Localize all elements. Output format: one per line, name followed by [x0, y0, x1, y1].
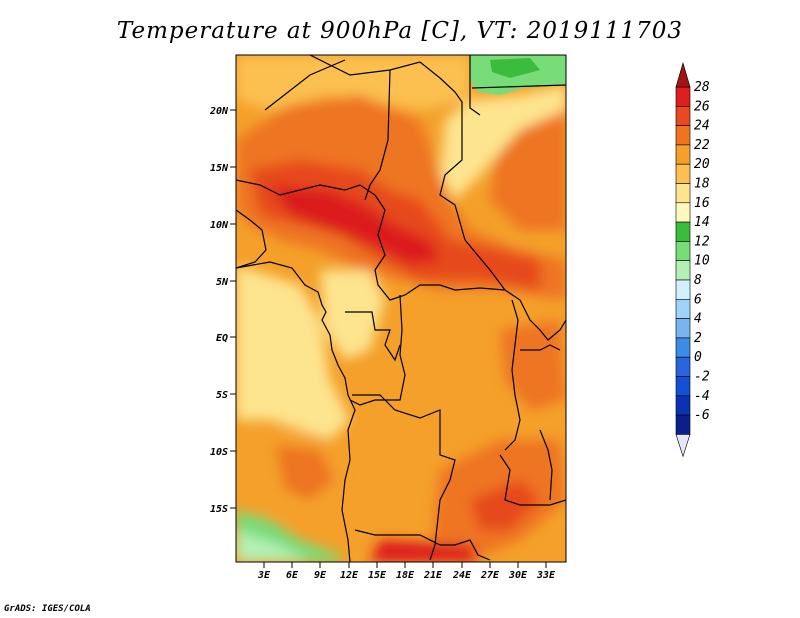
- lat-tick-label: 20N: [209, 106, 229, 117]
- colorbar-label: -6: [694, 408, 710, 423]
- colorbar-label: 26: [694, 99, 710, 114]
- lon-tick-label: 30E: [508, 570, 528, 581]
- lon-tick-label: 24E: [452, 570, 472, 581]
- colorbar-swatch: [675, 144, 691, 165]
- lat-tick-label: 5N: [216, 277, 229, 288]
- colorbar-swatch: [675, 125, 691, 146]
- lon-tick-label: 6E: [286, 570, 299, 581]
- lon-tick-label: 3E: [257, 570, 271, 581]
- boundaries: [236, 55, 566, 562]
- colorbar-swatch: [675, 298, 691, 319]
- lat-tick-label: EQ: [216, 333, 228, 344]
- colorbar-label: 0: [694, 350, 702, 365]
- colorbar-label: 14: [694, 215, 710, 230]
- colorbar-label: -2: [694, 370, 710, 385]
- colorbar-min-arrow: [675, 434, 691, 458]
- colorbar-label: 24: [694, 119, 710, 134]
- colorbar-swatch: [675, 356, 691, 377]
- colorbar-label: 18: [694, 177, 710, 192]
- colorbar-label: 22: [694, 138, 710, 153]
- colorbar-swatch: [675, 86, 691, 107]
- grads-credit: GrADS: IGES/COLA: [4, 604, 91, 614]
- longitude-axis: 3E 6E 9E 12E 15E 18E 21E 24E 27E 30E 33E: [257, 562, 556, 581]
- colorbar-label: 4: [694, 312, 702, 327]
- colorbar-label: 6: [694, 292, 702, 307]
- colorbar-label: 8: [694, 273, 702, 288]
- lon-tick-label: 9E: [314, 570, 327, 581]
- colorbar-swatch: [675, 395, 691, 416]
- temperature-field: [236, 55, 566, 562]
- latitude-axis: 20N 15N 10N 5N EQ 5S 10S 15S: [209, 106, 236, 515]
- colorbar-max-arrow: [675, 61, 691, 88]
- colorbar-label: 20: [694, 157, 710, 172]
- lon-tick-label: 12E: [340, 570, 359, 581]
- lat-tick-label: 15N: [210, 163, 229, 174]
- colorbar-label: 16: [694, 196, 710, 211]
- lon-tick-label: 18E: [396, 570, 415, 581]
- lon-tick-label: 27E: [480, 570, 500, 581]
- colorbar-label: 10: [694, 254, 710, 269]
- colorbar-swatch: [675, 414, 691, 435]
- colorbar-swatch: [675, 337, 691, 358]
- colorbar-label: 2: [694, 331, 702, 346]
- colorbar-label: 12: [694, 234, 710, 249]
- map-frame: [235, 54, 567, 563]
- colorbar-swatch: [675, 221, 691, 242]
- lat-tick-label: 10S: [210, 447, 228, 458]
- colorbar-swatch: [675, 376, 691, 397]
- lat-tick-label: 15S: [210, 504, 228, 515]
- colorbar-label: -4: [694, 389, 710, 404]
- colorbar-swatch: [675, 279, 691, 300]
- lon-tick-label: 33E: [536, 570, 556, 581]
- colorbar-swatch: [675, 163, 691, 184]
- lon-tick-label: 15E: [368, 570, 387, 581]
- lon-tick-label: 21E: [423, 570, 443, 581]
- colorbar-swatch: [675, 106, 691, 126]
- lat-tick-label: 10N: [210, 220, 229, 231]
- lat-tick-label: 5S: [216, 390, 228, 401]
- colorbar-swatch: [675, 260, 691, 281]
- colorbar-swatch: [675, 318, 691, 339]
- colorbar-label: 28: [694, 80, 710, 95]
- map-title: Temperature at 900hPa [C], VT: 201911170…: [116, 18, 684, 44]
- colorbar-swatch: [675, 241, 691, 261]
- colorbar-swatch: [675, 202, 691, 223]
- colorbar-swatch: [675, 183, 691, 204]
